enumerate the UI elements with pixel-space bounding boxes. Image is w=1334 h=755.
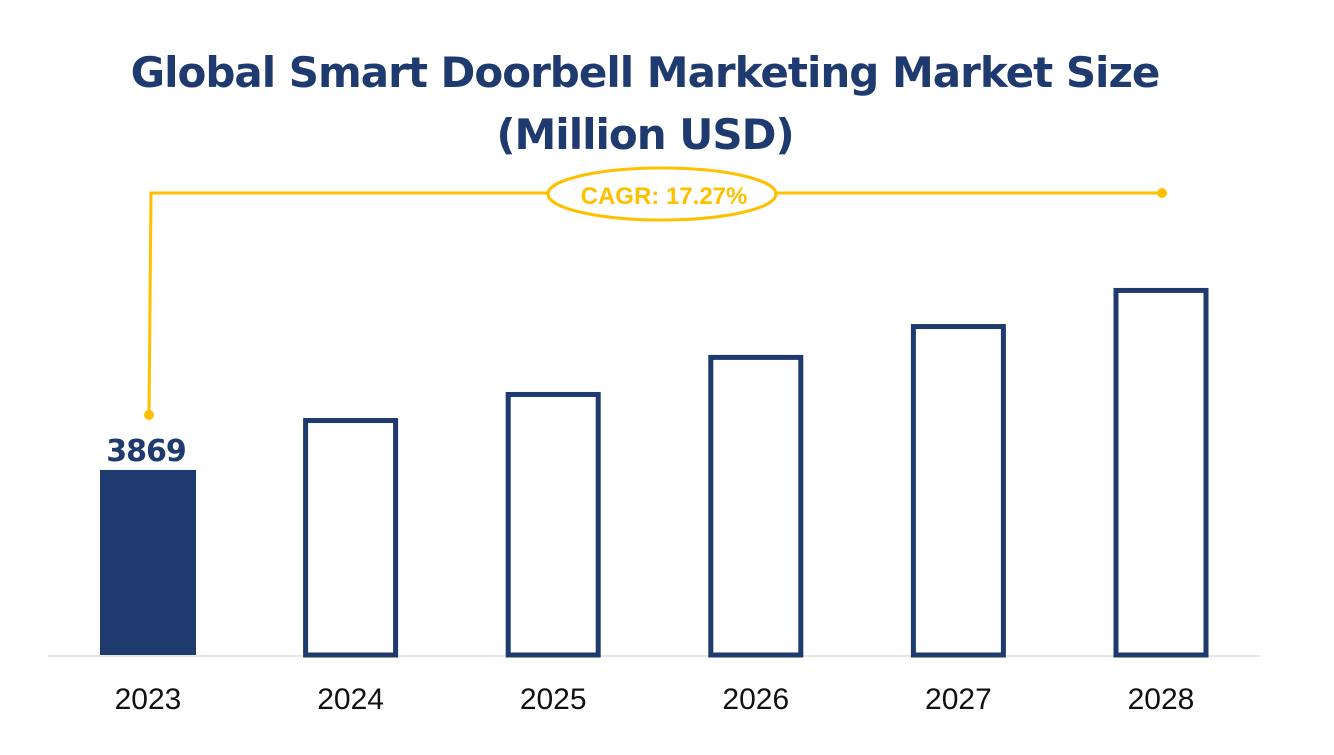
- x-tick-label-2026: 2026: [722, 683, 789, 716]
- cagr-end-dot: [1157, 188, 1167, 198]
- x-tick-label-2024: 2024: [317, 683, 384, 716]
- x-tick-label-2028: 2028: [1128, 683, 1195, 716]
- x-tick-label-2023: 2023: [115, 683, 182, 716]
- chart-title-line2: (Million USD): [496, 110, 794, 159]
- bar-2023: [100, 469, 196, 655]
- cagr-label: CAGR: 17.27%: [581, 183, 748, 210]
- bar-2027: [910, 324, 1006, 658]
- cagr-ellipse: [546, 166, 778, 222]
- bar-2025: [505, 391, 601, 658]
- chart-title-line1: Global Smart Doorbell Marketing Market S…: [130, 48, 1161, 97]
- chart-title: Global Smart Doorbell Marketing Market S…: [0, 42, 1290, 166]
- cagr-connector-left: [147, 191, 547, 416]
- bar-2026: [708, 354, 804, 658]
- cagr-start-dot: [144, 410, 154, 420]
- data-label-2023: 3869: [106, 434, 186, 469]
- x-tick-label-2027: 2027: [925, 683, 992, 716]
- bar-2028: [1113, 287, 1209, 658]
- x-tick-label-2025: 2025: [520, 683, 587, 716]
- bar-2024: [303, 418, 399, 658]
